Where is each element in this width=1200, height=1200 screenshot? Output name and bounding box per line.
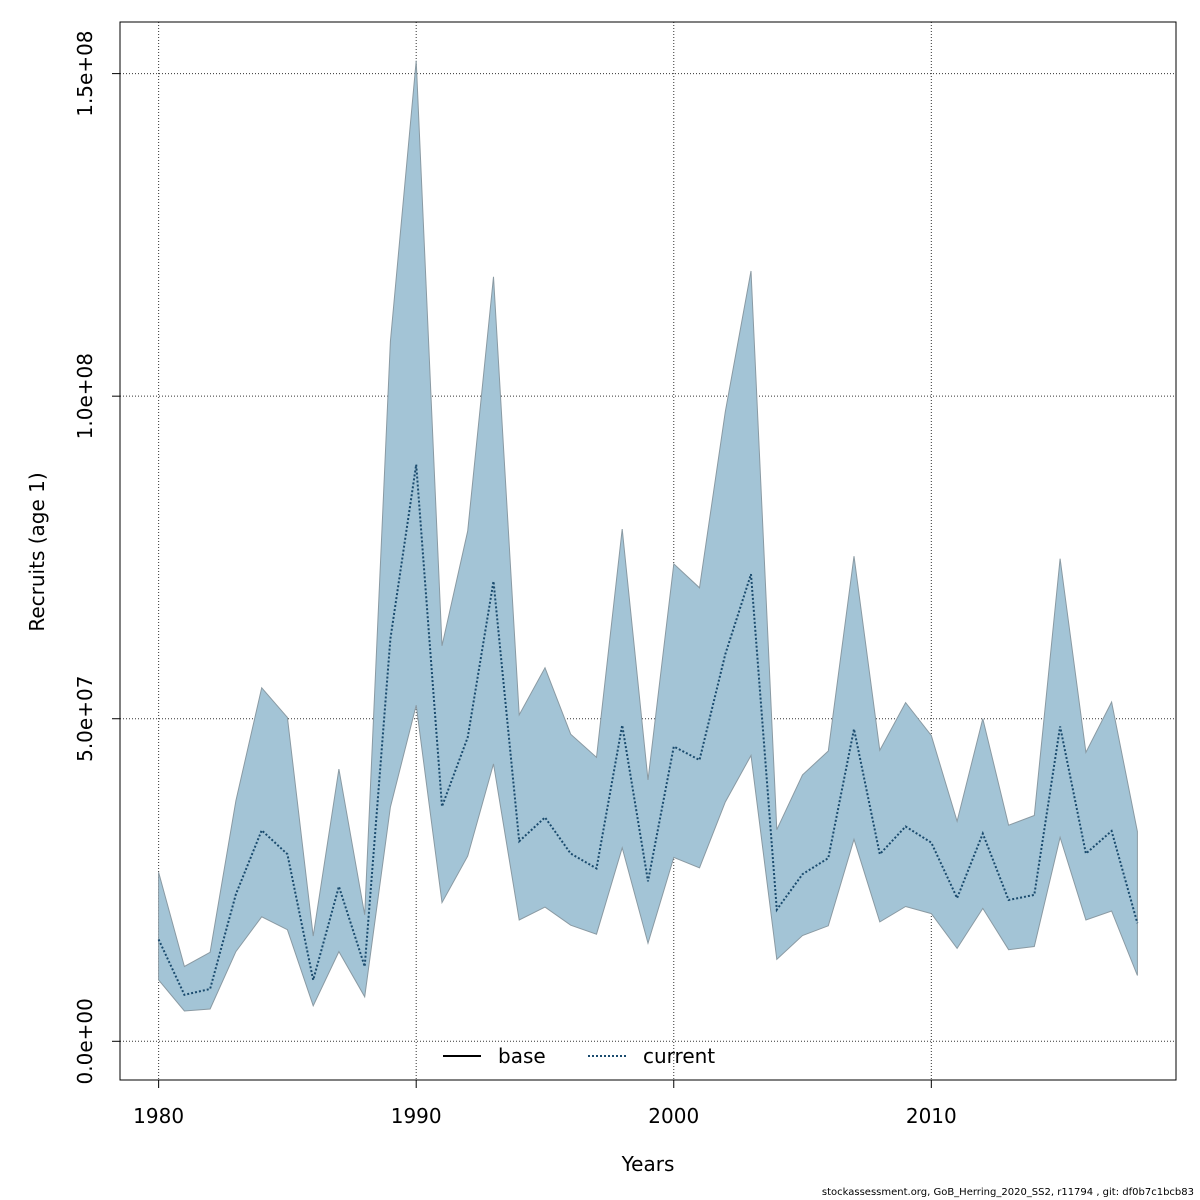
- x-tick-label: 2000: [648, 1104, 699, 1128]
- legend: base current: [443, 1044, 715, 1068]
- y-axis-label: Recruits (age 1): [25, 472, 49, 631]
- y-tick-label: 0.0e+00: [73, 998, 97, 1084]
- series-line-current: [157, 464, 1139, 996]
- x-tick-label: 1990: [391, 1104, 442, 1128]
- series-line-layer: [157, 464, 1139, 996]
- confidence-band-layer: [158, 60, 1138, 1012]
- legend-current-label: current: [643, 1044, 715, 1068]
- confidence-band: [158, 60, 1138, 1012]
- x-tick-label: 2010: [906, 1104, 957, 1128]
- x-axis: 1980 1990 2000 2010: [133, 1079, 957, 1128]
- y-tick-label: 1.5e+08: [73, 30, 97, 116]
- y-tick-label: 1.0e+08: [73, 353, 97, 439]
- footer-note: stockassessment.org, GoB_Herring_2020_SS…: [821, 1187, 1194, 1198]
- x-axis-label: Years: [621, 1152, 675, 1176]
- legend-base-label: base: [498, 1044, 546, 1068]
- y-axis: 0.0e+00 5.0e+07 1.0e+08 1.5e+08: [73, 30, 121, 1084]
- y-tick-label: 5.0e+07: [73, 676, 97, 762]
- x-tick-label: 1980: [133, 1104, 184, 1128]
